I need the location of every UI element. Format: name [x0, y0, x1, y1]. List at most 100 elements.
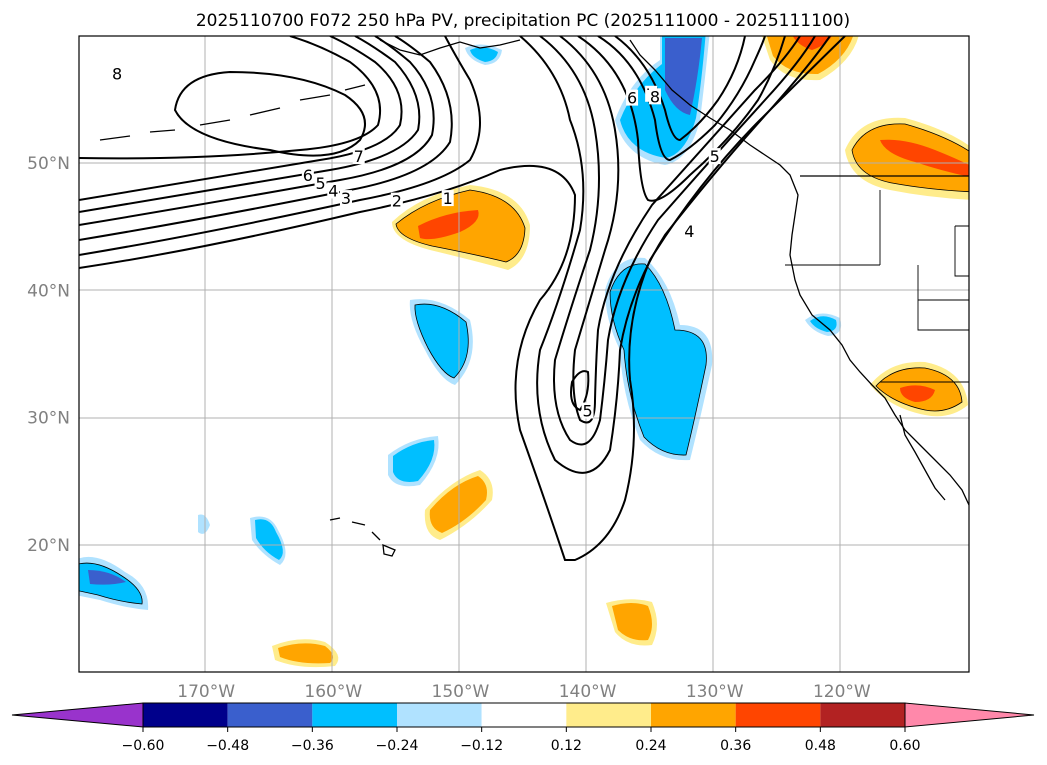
colorbar-segment: [735, 703, 821, 727]
precip-negative-area: [393, 440, 435, 482]
contour-label: 8: [112, 64, 122, 83]
colorbar-tick-label: −0.24: [376, 738, 419, 754]
chart-title: 2025110700 F072 250 hPa PV, precipitatio…: [196, 11, 850, 31]
contour-label: 3: [341, 189, 351, 208]
colorbar-segment: [820, 703, 905, 727]
hawaii-islands: [329, 517, 396, 557]
colorbar-segment: [481, 703, 567, 727]
baja-california: [899, 414, 946, 501]
contour-label-bg: [340, 190, 352, 207]
contour-label-bg: [111, 65, 124, 82]
contour-label-bg: [626, 89, 639, 106]
y-tick-label: 50°N: [27, 154, 70, 174]
contour-label: 5: [710, 147, 720, 166]
contour-label-bg: [327, 182, 340, 199]
pv-contour: [519, 36, 831, 474]
pv-contour: [173, 70, 366, 157]
precip-outline-line: [79, 562, 143, 605]
precip-positive-area: [880, 139, 969, 177]
precip-positive-area: [612, 603, 652, 641]
colorbar-tick-label: 0.36: [720, 738, 751, 754]
contour-label: 8: [650, 87, 660, 106]
colorbar: −0.60 −0.48 −0.36 −0.24 −0.12 0.12 0.24 0.36 0.4…: [11, 702, 1035, 754]
contour-label: 5: [315, 174, 325, 193]
coastlines: [99, 39, 969, 557]
colorbar-tick-label: −0.12: [460, 738, 503, 754]
pv-contour: [79, 36, 481, 256]
colorbar-segment: [143, 703, 228, 727]
pv-contour: [79, 36, 382, 160]
contour-label: 4: [328, 181, 338, 200]
colorbar-segment: [566, 703, 651, 727]
contour-label-bg: [441, 190, 454, 207]
y-axis-ticks: 20°N 30°N 40°N 50°N: [27, 154, 70, 556]
precip-positive-area: [429, 476, 487, 533]
precip-positive-area: [900, 385, 935, 402]
precip-outline-line: [609, 263, 707, 456]
x-tick-label: 130°W: [686, 682, 744, 702]
precip-positive-area: [792, 36, 832, 50]
contour-label-bg: [352, 148, 365, 165]
north-america-west-coast: [629, 39, 969, 506]
aleutian-islands: [99, 84, 366, 141]
contour-label: 2: [392, 192, 402, 211]
pv-contour: [79, 36, 403, 201]
precip-outline-line: [875, 367, 963, 412]
graticule: [79, 36, 969, 672]
colorbar-extend-low: [11, 702, 144, 728]
colorbar-segment: [227, 703, 313, 727]
colorbar-segment: [312, 703, 397, 727]
x-tick-label: 160°W: [304, 682, 362, 702]
colorbar-tick-label: −0.48: [206, 738, 249, 754]
precip-negative-area: [665, 38, 702, 115]
colorbar-tick-label: −0.60: [122, 738, 165, 754]
map-background: [79, 36, 969, 672]
x-tick-label: 170°W: [177, 682, 235, 702]
precip-negative-area: [255, 519, 283, 560]
precip-positive-area: [278, 643, 334, 664]
pv-contour: [79, 36, 435, 226]
precip-negative-area: [414, 304, 469, 378]
contour-label-bg: [683, 223, 696, 240]
pv-contour: [559, 36, 801, 424]
x-tick-label: 150°W: [432, 682, 490, 702]
colorbar-segment: [651, 703, 736, 727]
colorbar-tick-label: 0.48: [805, 738, 836, 754]
pv-contour: [614, 36, 746, 142]
colorbar-extend-high: [904, 702, 1035, 728]
precip-negative-area: [198, 514, 210, 534]
x-tick-label: 120°W: [813, 682, 871, 702]
precip-shading: [79, 36, 969, 668]
y-tick-label: 30°N: [27, 409, 70, 429]
pv-contour: [79, 36, 453, 241]
x-tick-label: 140°W: [559, 682, 617, 702]
colorbar-tick-label: 0.12: [551, 738, 582, 754]
contour-label: 5: [582, 402, 592, 421]
pv-contour: [597, 36, 766, 162]
pv-contour: [570, 370, 590, 412]
precip-positive-area: [418, 210, 479, 240]
y-tick-label: 20°N: [27, 536, 70, 556]
contour-label-bg: [314, 174, 327, 191]
pv-contour-labels: 87654321678545: [111, 64, 721, 421]
contour-label: 6: [627, 89, 637, 108]
contour-label: 4: [684, 222, 694, 241]
contour-label-bg: [390, 192, 403, 209]
x-axis-ticks: 170°W 160°W 150°W 140°W 130°W 120°W: [177, 682, 871, 702]
y-tick-label: 40°N: [27, 281, 70, 301]
contour-label: 6: [303, 166, 313, 185]
contour-label: 1: [443, 189, 453, 208]
colorbar-segment: [397, 703, 482, 727]
precip-negative-area: [88, 570, 126, 585]
precip-negative-area: [470, 47, 498, 62]
colorbar-tick-label: −0.36: [291, 738, 334, 754]
precip-outline-line: [851, 123, 969, 193]
contour-label: 7: [354, 147, 364, 166]
colorbar-tick-label: 0.24: [635, 738, 666, 754]
map-frame: [78, 35, 970, 673]
contour-label-bg: [301, 167, 314, 184]
pv-contour: [79, 36, 421, 213]
colorbar-tick-label: 0.60: [889, 738, 920, 754]
contour-label-bg: [648, 88, 661, 105]
colorbar-frame: [142, 702, 906, 728]
